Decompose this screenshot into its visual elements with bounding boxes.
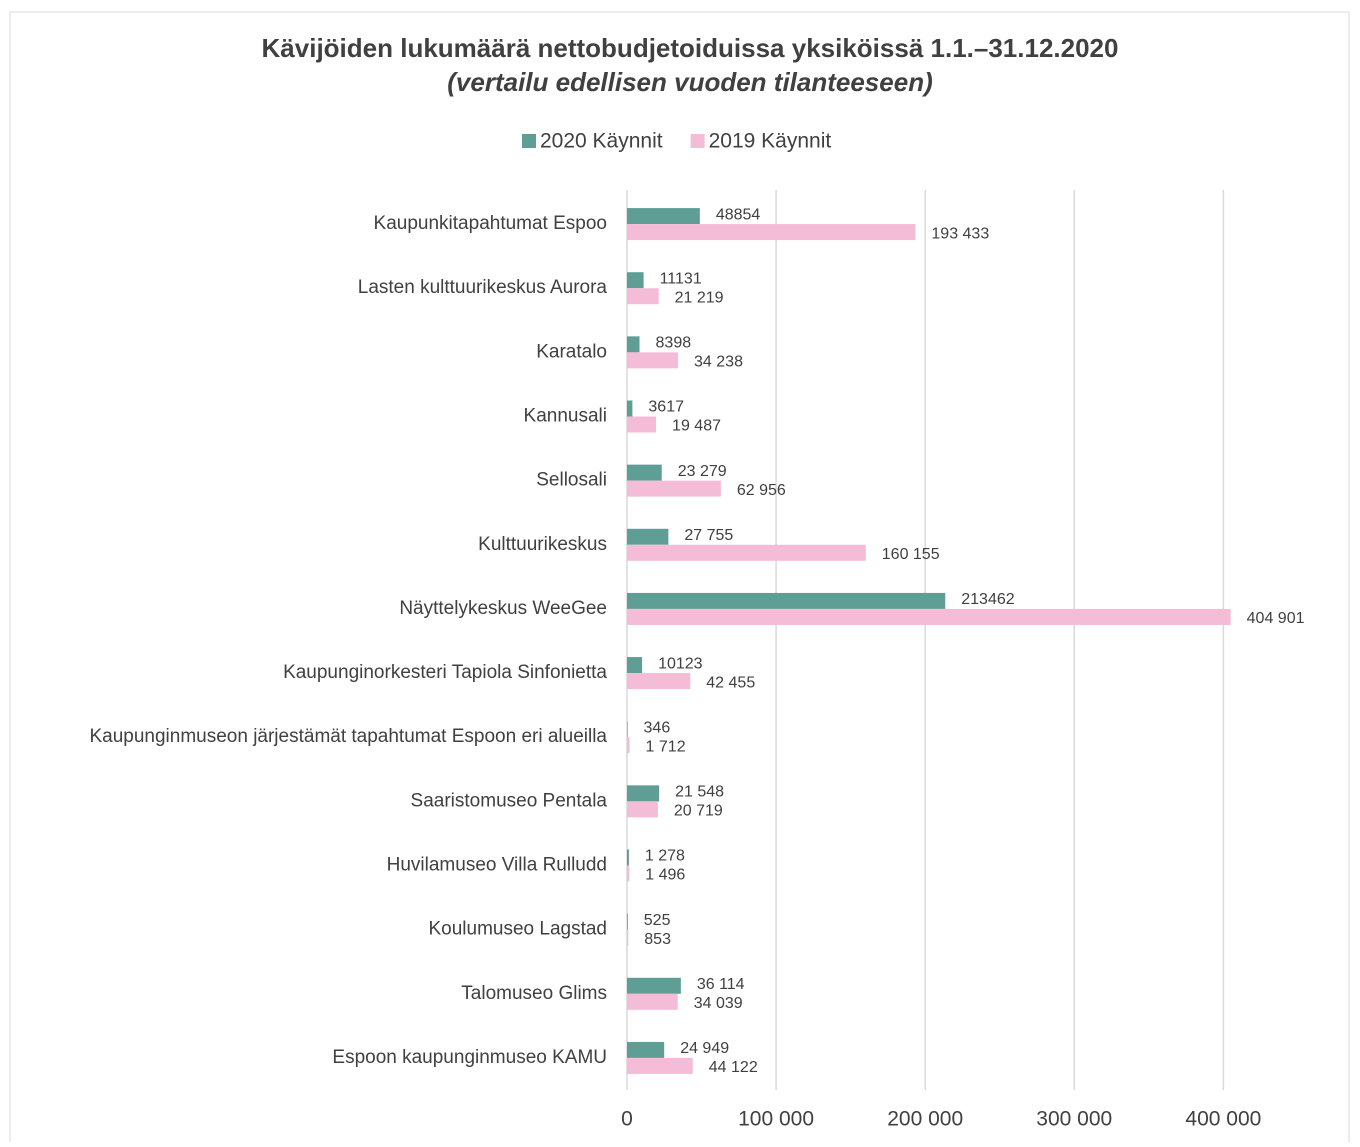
data-label: 346 [644, 719, 671, 736]
bar [627, 673, 691, 690]
chart-frame [9, 11, 1350, 1147]
bar [627, 1041, 665, 1058]
y-tick-label: Huvilamuseo Villa Rulludd [387, 855, 607, 876]
x-tick-label: 200 000 [887, 1108, 963, 1131]
y-tick-label: Karatalo [536, 341, 607, 362]
y-tick-label: Näyttelykeskus WeeGee [399, 598, 607, 619]
data-label: 34 039 [694, 995, 743, 1012]
data-label: 24 949 [680, 1040, 729, 1057]
y-tick-label: Talomuseo Glims [461, 983, 607, 1004]
bar [627, 1057, 693, 1074]
legend-swatch [522, 134, 536, 148]
bar [627, 608, 1231, 625]
bar [627, 336, 640, 353]
data-label: 62 956 [737, 482, 786, 499]
data-label: 11131 [660, 270, 702, 287]
data-label: 160 155 [882, 546, 940, 563]
data-label: 36 114 [697, 976, 745, 993]
bar [627, 224, 916, 241]
bar [627, 352, 679, 369]
bar [627, 865, 630, 882]
y-tick-label: Lasten kulttuurikeskus Aurora [358, 277, 608, 298]
y-tick-label: Kulttuurikeskus [478, 534, 607, 555]
data-label: 8398 [656, 335, 692, 352]
y-tick-label: Kannusali [524, 406, 607, 427]
bar [627, 592, 946, 609]
data-label: 44 122 [709, 1059, 758, 1076]
y-tick-label: Espoon kaupunginmuseo KAMU [332, 1047, 607, 1068]
data-label: 34 238 [694, 354, 743, 371]
bar [627, 929, 629, 946]
data-label: 525 [644, 912, 671, 929]
x-tick-label: 0 [621, 1108, 633, 1131]
bar [627, 416, 657, 433]
x-tick-label: 300 000 [1036, 1108, 1112, 1131]
data-label: 42 455 [706, 674, 755, 691]
x-tick-label: 400 000 [1185, 1108, 1261, 1131]
y-tick-label: Sellosali [536, 470, 607, 491]
bar [627, 721, 628, 738]
data-label: 1 496 [645, 867, 685, 884]
bar [627, 977, 681, 994]
bar [627, 785, 660, 802]
x-tick-label: 100 000 [738, 1108, 814, 1131]
bar [627, 849, 629, 866]
chart-subtitle: (vertailu edellisen vuoden tilanteeseen) [447, 67, 932, 97]
bar [627, 801, 658, 818]
data-label: 10123 [658, 655, 703, 672]
bar [627, 480, 721, 497]
legend-label: 2019 Käynnit [709, 130, 832, 153]
data-label: 193 433 [931, 225, 989, 242]
data-label: 19 487 [672, 418, 721, 435]
data-label: 21 548 [675, 784, 724, 801]
bar [627, 913, 628, 930]
data-label: 404 901 [1247, 610, 1305, 627]
bar [627, 544, 866, 561]
data-label: 27 755 [684, 527, 733, 544]
bar [627, 657, 643, 674]
data-label: 1 278 [645, 848, 685, 865]
data-label: 23 279 [678, 463, 727, 480]
data-label: 20 719 [674, 803, 723, 820]
data-label: 1 712 [646, 738, 686, 755]
legend-swatch [690, 134, 705, 148]
chart-title: Kävijöiden lukumäärä nettobudjetoiduissa… [262, 33, 1119, 63]
data-label: 853 [644, 931, 671, 948]
bar [627, 528, 669, 545]
y-tick-label: Kaupunginmuseon järjestämät tapahtumat E… [89, 726, 607, 747]
y-tick-label: Koulumuseo Lagstad [428, 919, 607, 940]
bar [627, 208, 700, 225]
bar [627, 400, 633, 417]
y-tick-label: Kaupunginorkesteri Tapiola Sinfonietta [283, 662, 607, 683]
y-tick-label: Saaristomuseo Pentala [411, 790, 608, 811]
bar [627, 737, 630, 754]
data-label: 48854 [716, 206, 761, 223]
data-label: 21 219 [675, 289, 724, 306]
data-label: 3617 [648, 399, 684, 416]
y-tick-label: Kaupunkitapahtumat Espoo [374, 213, 607, 234]
bar [627, 272, 644, 289]
bar [627, 993, 678, 1010]
bar [627, 464, 662, 481]
data-label: 213462 [961, 591, 1014, 608]
legend-label: 2020 Käynnit [540, 130, 663, 153]
bar [627, 288, 659, 305]
